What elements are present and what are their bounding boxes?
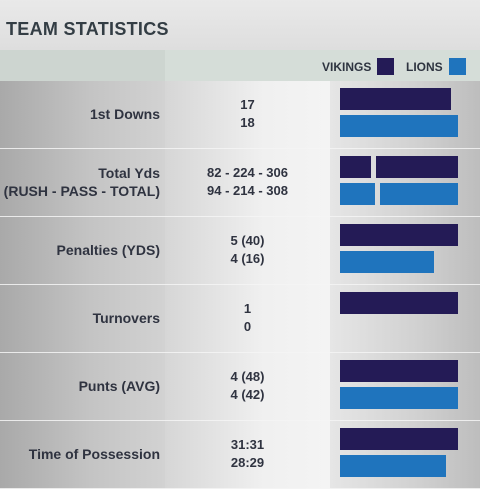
header: TEAM STATISTICS	[0, 0, 480, 50]
lions-bar	[340, 251, 435, 273]
lions-value: 4 (42)	[230, 387, 265, 402]
lions-bar	[380, 183, 458, 205]
stats-table: 1st Downs 17 18 Total Yds (RUSH - PASS - TOT…	[0, 81, 480, 489]
legend-vikings-label: VIKINGS	[322, 60, 372, 74]
lions-bar	[340, 115, 458, 137]
stat-row: Punts (AVG) 4 (48) 4 (42)	[0, 353, 480, 421]
lions-value: 94 - 214 - 308	[207, 183, 288, 198]
stat-row: Total Yds (RUSH - PASS - TOTAL) 82 - 224 -…	[0, 149, 480, 217]
stat-values: 17 18	[165, 96, 330, 132]
lions-value: 0	[243, 319, 252, 334]
legend-spacer	[0, 50, 165, 81]
stat-label-line: 1st Downs	[89, 106, 160, 122]
stat-label: Time of Possession	[0, 445, 160, 463]
stat-label-line: Turnovers	[92, 310, 160, 326]
vikings-bar	[340, 224, 458, 246]
stat-label: Penalties (YDS)	[0, 241, 160, 259]
stat-row: 1st Downs 17 18	[0, 81, 480, 149]
lions-bar	[340, 183, 376, 205]
legend-lions-label: LIONS	[406, 60, 443, 74]
vikings-bar	[340, 360, 458, 382]
vikings-bar	[375, 156, 458, 178]
vikings-bar	[340, 88, 451, 110]
row-divider	[0, 420, 480, 421]
legend-vikings-swatch	[377, 58, 394, 75]
lions-bar	[340, 455, 447, 477]
legend-lions-swatch	[449, 58, 466, 75]
stat-row: Turnovers 1 0	[0, 285, 480, 353]
stat-label-line: Total Yds	[98, 165, 160, 181]
stat-label-line: Punts (AVG)	[78, 378, 160, 394]
bar-column	[330, 81, 480, 489]
legend: VIKINGS LIONS	[0, 50, 480, 81]
vikings-value: 82 - 224 - 306	[207, 165, 288, 180]
row-divider	[0, 216, 480, 217]
lions-value: 18	[240, 115, 255, 130]
vikings-bar	[340, 156, 371, 178]
row-divider	[0, 352, 480, 353]
stat-label-line: Time of Possession	[28, 446, 160, 462]
lions-value: 28:29	[230, 455, 265, 470]
vikings-value: 31:31	[230, 437, 265, 452]
vikings-bar	[340, 428, 458, 450]
stat-values: 82 - 224 - 306 94 - 214 - 308	[165, 164, 330, 200]
page-title: TEAM STATISTICS	[6, 19, 169, 39]
stat-row: Time of Possession 31:31 28:29	[0, 421, 480, 489]
row-divider	[0, 284, 480, 285]
vikings-value: 17	[240, 97, 255, 112]
vikings-value: 4 (48)	[230, 369, 265, 384]
vikings-value: 1	[243, 301, 252, 316]
stat-values: 31:31 28:29	[165, 436, 330, 472]
lions-bar	[340, 387, 458, 409]
stat-row: Penalties (YDS) 5 (40) 4 (16)	[0, 217, 480, 285]
value-column	[165, 81, 330, 489]
stat-values: 5 (40) 4 (16)	[165, 232, 330, 268]
stat-label: 1st Downs	[0, 105, 160, 123]
row-divider	[0, 148, 480, 149]
stat-values: 4 (48) 4 (42)	[165, 368, 330, 404]
vikings-value: 5 (40)	[230, 233, 265, 248]
lions-value: 4 (16)	[230, 251, 265, 266]
label-column	[0, 81, 165, 489]
vikings-bar	[340, 292, 458, 314]
stat-label: Total Yds (RUSH - PASS - TOTAL)	[0, 164, 160, 200]
stat-label: Turnovers	[0, 309, 160, 327]
stat-label-line: (RUSH - PASS - TOTAL)	[3, 183, 160, 199]
stat-label-line: Penalties (YDS)	[56, 242, 160, 258]
stat-label: Punts (AVG)	[0, 377, 160, 395]
